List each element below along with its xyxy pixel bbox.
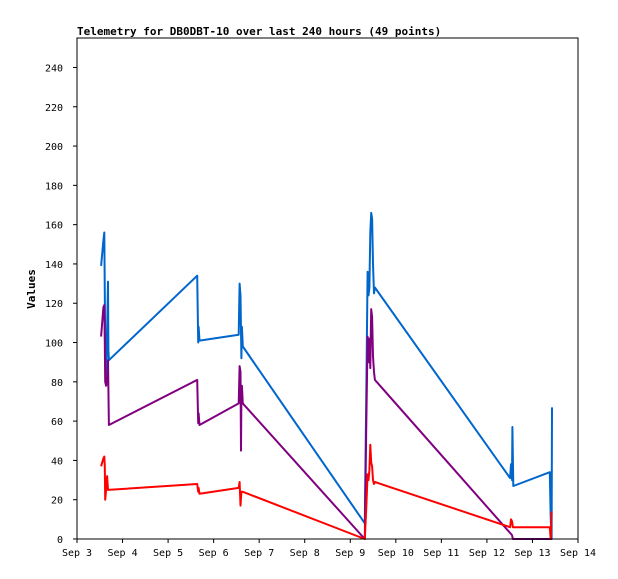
x-tick-label: Sep 3 (62, 548, 92, 559)
y-tick-label: 180 (45, 181, 63, 192)
series-line-1 (100, 211, 553, 540)
x-tick-label: Sep 10 (378, 548, 414, 559)
series-line-2 (100, 304, 552, 540)
x-tick-label: Sep 14 (560, 548, 596, 559)
y-axis: 0 20 40 60 80 100 120 140 160 180 200 220 240 (45, 63, 77, 546)
x-tick-label: Sep 12 (469, 548, 505, 559)
y-axis-label: Values (25, 269, 38, 309)
x-tick-label: Sep 6 (199, 548, 229, 559)
y-tick-label: 0 (57, 535, 63, 546)
y-tick-label: 40 (51, 456, 63, 467)
x-tick-label: Sep 5 (153, 548, 183, 559)
x-axis: Sep 3 Sep 4 Sep 5 Sep 6 Sep 7 Sep 8 Sep 9 Sep 1… (62, 539, 596, 559)
y-tick-label: 80 (51, 378, 63, 389)
y-tick-label: 120 (45, 299, 63, 310)
plot-area (76, 37, 579, 540)
y-tick-label: 220 (45, 103, 63, 114)
y-tick-label: 200 (45, 142, 63, 153)
x-tick-label: Sep 8 (290, 548, 320, 559)
x-tick-label: Sep 13 (514, 548, 550, 559)
series-layer (77, 211, 578, 540)
y-tick-label: 20 (51, 496, 63, 507)
x-tick-label: Sep 4 (107, 548, 137, 559)
y-tick-label: 60 (51, 417, 63, 428)
chart-title: Telemetry for DB0DBT-10 over last 240 ho… (77, 25, 441, 38)
y-tick-label: 240 (45, 63, 63, 74)
y-tick-label: 140 (45, 260, 63, 271)
x-tick-label: Sep 9 (335, 548, 365, 559)
x-tick-label: Sep 7 (244, 548, 274, 559)
x-tick-label: Sep 11 (423, 548, 459, 559)
y-tick-label: 160 (45, 221, 63, 232)
y-tick-label: 100 (45, 339, 63, 350)
